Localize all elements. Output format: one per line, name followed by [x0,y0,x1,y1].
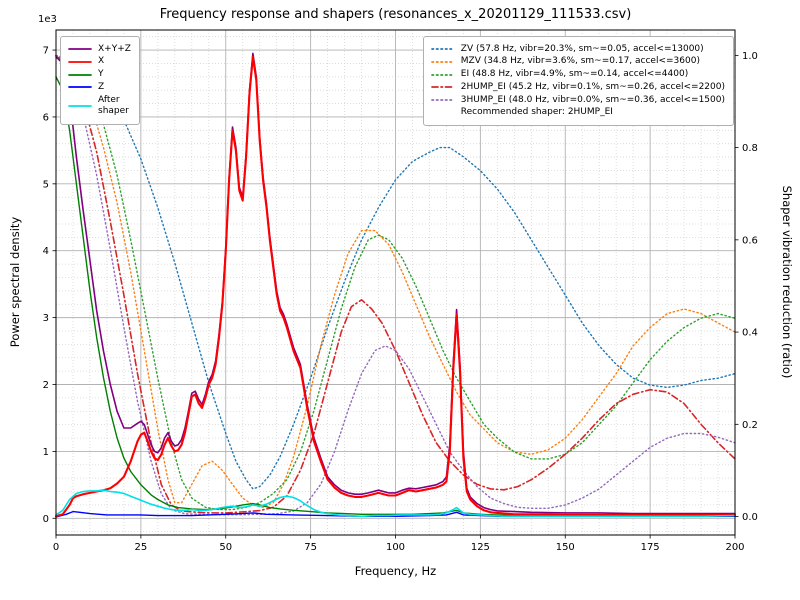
y-left-offset-text: 1e3 [38,14,57,25]
legend-line-sample [68,61,92,63]
series-mzv-line [55,54,736,508]
legend-line-sample [430,61,455,63]
axis-ticks: 0 25 50 75 100 125 150 175 200 0 1 2 3 4 5 6 7 0.0 0.2 0.4 0… [43,46,758,553]
y-left-tick-label: 5 [43,179,49,190]
legend-line-sample [68,48,92,50]
x-axis-label: Frequency, Hz [354,564,437,578]
x-tick-label: 25 [135,542,148,553]
shaper-legend-item: ZV (57.8 Hz, vibr=20.3%, sm~=0.05, accel… [430,43,725,55]
series-zv-line [55,54,736,490]
shaper-legend-item-label: EI (48.8 Hz, vibr=4.9%, sm~=0.14, accel<… [460,69,689,79]
x-tick-label: 100 [386,542,405,553]
psd-legend-item-label: Z [98,81,105,92]
series-ei-line [55,54,736,511]
series-2hump-ei-line [55,54,736,514]
series-3hump-ei-line [55,54,736,516]
shaper-legend-item: 3HUMP_EI (48.0 Hz, vibr=0.0%, sm~=0.36, … [430,94,725,106]
psd-legend-item-label: X [98,56,105,67]
y-right-tick-label: 0.0 [742,512,758,523]
y-left-tick-label: 3 [43,313,49,324]
psd-legend-item-label: X+Y+Z [98,43,131,54]
legend-line-sample [68,104,92,107]
x-tick-label: 50 [219,542,232,553]
y-left-tick-label: 0 [43,514,49,525]
chart-title: Frequency response and shapers (resonanc… [159,7,632,22]
psd-legend-item: After shaper [68,95,131,118]
shaper-legend-item-label: 2HUMP_EI (45.2 Hz, vibr=0.1%, sm~=0.26, … [460,81,725,92]
legend-line-sample [430,99,455,101]
y-left-axis-label: Power spectral density [8,216,22,348]
shaper-legend-item: 2HUMP_EI (45.2 Hz, vibr=0.1%, sm~=0.26, … [430,81,725,93]
series-x-line [54,55,737,518]
y-left-tick-label: 2 [43,380,49,391]
x-tick-label: 125 [471,542,490,553]
y-right-tick-label: 0.6 [742,235,758,246]
y-right-tick-label: 0.4 [742,328,758,339]
shaper-legend: ZV (57.8 Hz, vibr=20.3%, sm~=0.05, accel… [422,36,734,126]
y-left-tick-label: 7 [43,46,49,57]
psd-legend-item-label: Y [98,69,104,79]
shaper-legend-item-label: MZV (34.8 Hz, vibr=3.6%, sm~=0.17, accel… [460,56,700,67]
x-tick-label: 150 [556,542,575,553]
y-left-tick-label: 4 [43,246,49,257]
legend-line-sample [430,86,455,89]
y-right-axis-label: Shaper vibration reduction (ratio) [780,185,794,379]
shaper-legend-item-label: 3HUMP_EI (48.0 Hz, vibr=0.0%, sm~=0.36, … [460,94,725,105]
x-tick-label: 75 [304,542,317,553]
legend-line-sample [68,86,92,89]
data-series [54,52,737,518]
psd-legend: X+Y+Z X Y Z After shaper [60,36,140,125]
psd-legend-item-label: After shaper [98,94,129,116]
psd-legend-item: Z [68,82,131,93]
psd-legend-item: X+Y+Z [68,44,131,55]
shaper-legend-footer: Recommended shaper: 2HUMP_EI [461,107,725,118]
legend-line-sample [430,48,455,50]
shaper-legend-item-label: ZV (57.8 Hz, vibr=20.3%, sm~=0.05, accel… [460,43,704,54]
series-after-shaper-line [55,489,736,518]
y-right-tick-label: 1.0 [742,51,758,62]
psd-legend-item: Y [68,69,131,80]
legend-line-sample [68,73,92,76]
y-left-tick-label: 1 [43,447,49,458]
x-tick-label: 175 [641,542,660,553]
shaper-legend-footer-label: Recommended shaper: 2HUMP_EI [460,107,613,118]
gridlines [55,30,736,535]
y-right-tick-label: 0.2 [742,420,758,431]
x-tick-label: 0 [53,542,59,553]
y-left-tick-label: 6 [43,112,49,123]
psd-legend-item: X [68,56,131,67]
x-tick-label: 200 [725,542,744,553]
shaper-legend-item: EI (48.8 Hz, vibr=4.9%, sm~=0.14, accel<… [430,69,725,80]
shaper-legend-item: MZV (34.8 Hz, vibr=3.6%, sm~=0.17, accel… [430,56,725,67]
legend-line-sample [430,73,455,76]
y-right-tick-label: 0.8 [742,143,758,154]
